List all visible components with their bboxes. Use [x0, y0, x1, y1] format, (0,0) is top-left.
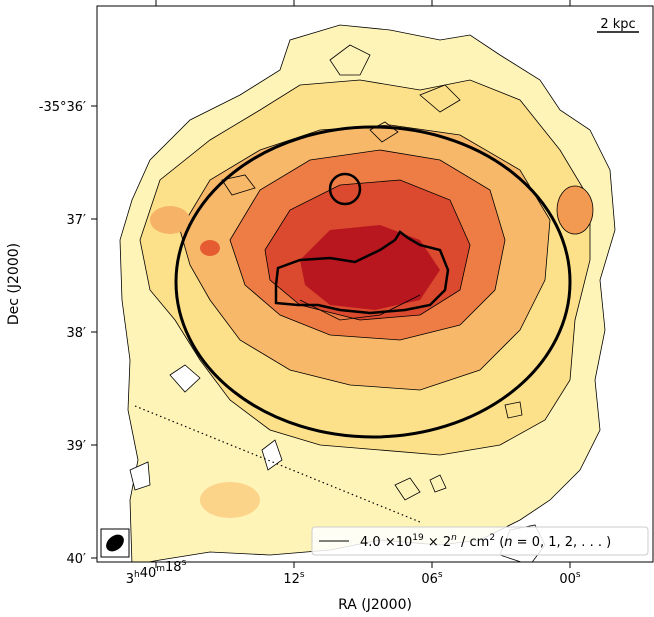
contour [419, 84, 461, 113]
y-tick-label: -35°36′ [39, 100, 86, 115]
clump [200, 240, 220, 256]
clump [200, 482, 260, 518]
small-circle [328, 172, 362, 206]
x-axis: 3h40m18s 12s 06s 00s [126, 0, 581, 587]
contour [504, 401, 523, 419]
plot-frame [96, 5, 654, 563]
contour [429, 474, 447, 493]
contour [329, 44, 371, 76]
contour [394, 477, 421, 501]
x-tick-label: 06s [421, 570, 443, 587]
y-tick-label: 37′ [67, 213, 87, 228]
clump [556, 185, 594, 235]
y-tick-label: 39′ [67, 439, 87, 454]
contour [299, 294, 421, 321]
heatmap [119, 24, 616, 562]
emission-core [300, 225, 440, 310]
x-tick-label: 12s [283, 570, 305, 587]
clump [150, 206, 190, 234]
contour [221, 174, 256, 196]
x-tick-label: 00s [559, 570, 581, 587]
x-tick-label: 3h40m18s [126, 558, 187, 587]
y-tick-label: 38′ [67, 326, 87, 341]
y-axis: -35°36′ 37′ 38′ 39′ 40′ [39, 100, 97, 567]
blank-region [169, 364, 201, 393]
y-axis-label: Dec (J2000) [6, 243, 22, 325]
blank-region [261, 439, 283, 471]
central-region-outline [274, 230, 450, 315]
scale-bar-label: 2 kpc [600, 17, 635, 32]
x-axis-label: RA (J2000) [338, 597, 412, 613]
beam-marker [100, 528, 130, 558]
scale-bar: 2 kpc [597, 17, 639, 33]
blank-region [129, 461, 151, 491]
y-tick-label: 40′ [67, 552, 87, 567]
legend-label: 4.0 ×1019 × 2n / cm2 (n = 0, 1, 2, . . .… [360, 533, 611, 550]
dotted-line [134, 405, 421, 523]
legend: 4.0 ×1019 × 2n / cm2 (n = 0, 1, 2, . . .… [311, 526, 649, 556]
contour [369, 121, 399, 143]
large-ellipse [174, 125, 572, 439]
